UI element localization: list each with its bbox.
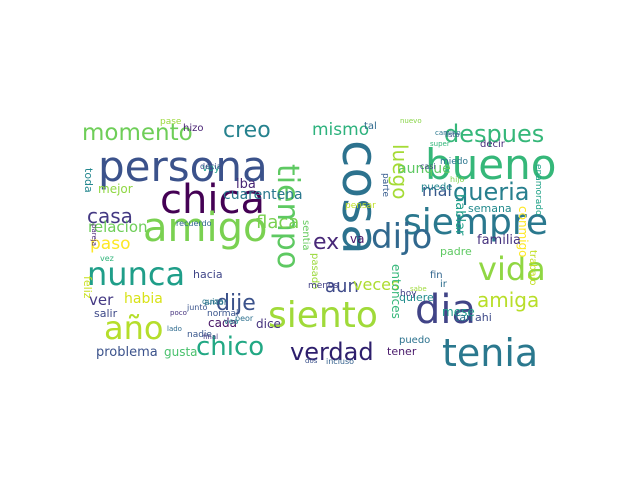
word: semana — [468, 202, 512, 215]
word: va — [350, 232, 365, 246]
word: amor — [204, 298, 228, 308]
word: puede — [421, 182, 453, 193]
word: decir — [480, 139, 505, 150]
word: salir — [94, 307, 118, 320]
word: amiga — [477, 288, 540, 312]
word: listo — [445, 131, 460, 139]
word: nuevo — [400, 118, 422, 125]
word: trabajo — [527, 250, 538, 286]
word: persona — [98, 142, 268, 191]
word: chica — [160, 177, 265, 223]
word: quiere — [399, 291, 434, 304]
word: bueno — [425, 140, 557, 189]
word: hoy — [400, 289, 417, 299]
word: flaca — [256, 212, 300, 233]
word: cada — [208, 316, 237, 330]
word: voy — [202, 163, 220, 174]
word: aunque — [398, 161, 451, 177]
word: ex — [313, 230, 340, 255]
word: dos — [305, 357, 318, 365]
word: fin — [430, 270, 443, 281]
word: dijo — [371, 217, 433, 257]
word: mal — [422, 181, 452, 200]
word: pensar — [345, 201, 376, 211]
word: mismo — [312, 120, 370, 140]
word: amigo — [143, 205, 268, 251]
word: mese — [442, 305, 475, 319]
word: momento — [82, 120, 193, 146]
word: vez — [100, 254, 114, 263]
word: habia — [124, 291, 163, 307]
word: incluso — [326, 357, 355, 366]
word: toda — [82, 168, 95, 193]
word: año — [104, 309, 164, 347]
word: iba — [236, 177, 256, 192]
word: tan — [455, 311, 474, 324]
word: sabe — [410, 285, 427, 293]
word: hablar — [452, 194, 467, 236]
word: despues — [444, 120, 545, 148]
word: verdad — [290, 338, 374, 366]
word: enamorado — [533, 164, 543, 216]
word: nunca — [87, 255, 186, 293]
word: poco — [170, 309, 187, 317]
word: tal — [364, 121, 377, 132]
word: junto — [187, 303, 208, 312]
word: aun — [325, 276, 359, 297]
word: tenia — [442, 331, 539, 370]
word: pase — [160, 118, 182, 127]
word: quiza — [202, 297, 224, 306]
word: paso — [90, 234, 131, 254]
word: cuarentena — [223, 187, 303, 203]
word: veces — [353, 275, 400, 294]
word: camino — [435, 129, 461, 137]
word: miedo — [440, 157, 469, 167]
word: lado — [167, 325, 182, 333]
word: nadie — [187, 330, 212, 340]
word: casi — [420, 162, 436, 171]
word: dia — [415, 287, 477, 333]
word: problema — [96, 345, 158, 360]
word: decia — [200, 162, 222, 171]
word: queria — [453, 178, 530, 206]
word-cloud: persona cosa bueno chica amigo siempre t… — [80, 118, 560, 370]
word: hacia — [193, 268, 223, 281]
word: gusta — [164, 345, 198, 359]
word: recuerdo — [176, 219, 212, 228]
word: casa — [87, 204, 133, 228]
word: final — [203, 333, 219, 341]
word: puedo — [399, 335, 431, 346]
word: siempre — [403, 202, 548, 243]
word: ir — [440, 279, 447, 290]
word: hizo — [183, 123, 204, 134]
word: padre — [440, 245, 472, 258]
word: chico — [196, 332, 265, 362]
word: feliz — [81, 276, 94, 299]
word: pareja — [90, 224, 98, 246]
word: dice — [256, 317, 281, 331]
word: super — [430, 140, 450, 148]
word: relacion — [88, 218, 148, 236]
word: sentia — [300, 220, 311, 251]
word: parte — [380, 173, 390, 197]
word: siento — [268, 295, 378, 336]
word: normal — [207, 309, 239, 319]
word: vida — [478, 250, 546, 288]
word: hijo — [450, 175, 465, 184]
word: creo — [223, 118, 271, 143]
word: dije — [216, 291, 256, 316]
word: ver — [89, 291, 114, 309]
word: peor — [235, 314, 254, 323]
word: familia — [477, 233, 522, 248]
word: ahi — [475, 311, 492, 324]
word: mejor — [98, 182, 133, 196]
word: tener — [387, 345, 417, 358]
word: veo — [224, 317, 239, 326]
word: menos — [308, 281, 339, 291]
